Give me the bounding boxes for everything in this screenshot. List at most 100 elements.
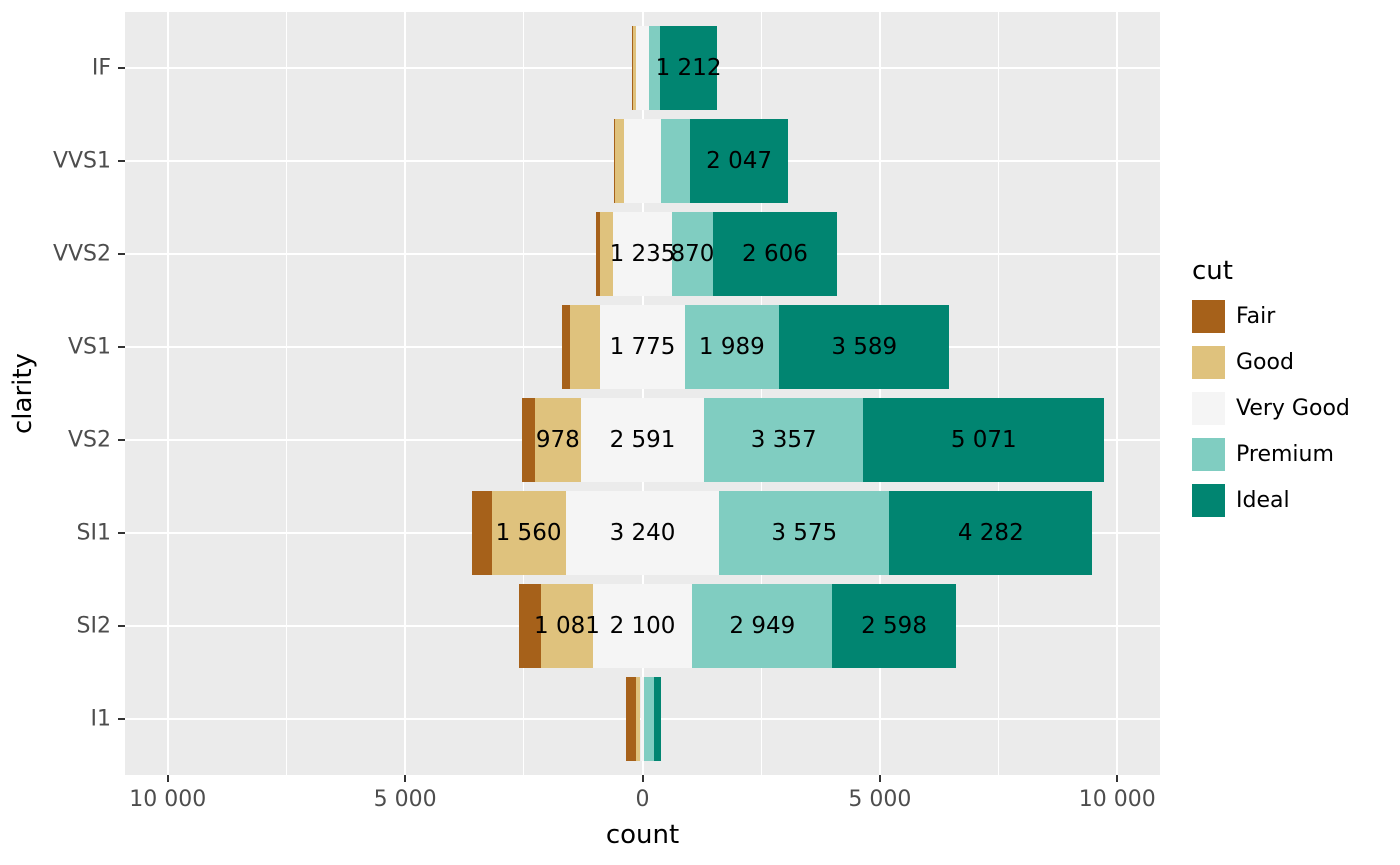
bar-value-label: 4 282 <box>957 520 1024 547</box>
legend-item-label: Premium <box>1236 442 1334 467</box>
legend-item-label: Ideal <box>1236 488 1290 513</box>
x-axis-title: count <box>605 820 680 850</box>
bar-value-label: 2 591 <box>609 427 676 454</box>
bar-segment-very-good <box>600 305 685 389</box>
gridline-minor <box>760 12 762 775</box>
y-axis-tick <box>118 345 125 348</box>
bar-value-label: 978 <box>535 427 580 454</box>
y-tick-label: VS1 <box>67 334 111 360</box>
plot-panel: 1 212 2 047 1 235 870 2 606 1 775 1 989 3 589 97… <box>125 12 1160 775</box>
bar-segment-fair <box>596 212 600 296</box>
y-tick-label: I1 <box>90 706 112 732</box>
x-axis-tick <box>166 775 169 782</box>
bar-segment-premium <box>644 677 655 762</box>
bar-segment-ideal <box>713 212 837 296</box>
bar-value-label: 1 235 <box>609 240 676 267</box>
bar-value-label: 2 949 <box>729 613 796 640</box>
legend-item: Very Good <box>1192 392 1350 425</box>
bar-value-label: 3 240 <box>609 520 676 547</box>
legend-key-swatch <box>1192 438 1225 471</box>
bar-segment-fair <box>625 677 636 762</box>
legend-item-label: Very Good <box>1236 396 1350 421</box>
x-tick-label: 10 000 <box>1078 787 1156 812</box>
x-tick-label: 5 000 <box>848 787 912 812</box>
legend: cut Fair Good Very Good Premium Ideal <box>1192 256 1350 530</box>
legend-item-label: Fair <box>1236 304 1276 329</box>
x-axis-tick <box>1116 775 1119 782</box>
x-axis: 10 000 5 000 0 5 000 10 000 <box>125 775 1160 820</box>
x-axis-tick <box>641 775 644 782</box>
bar-segment-good <box>632 25 637 110</box>
bar-segment-fair <box>561 305 570 389</box>
y-tick-label: VS2 <box>67 427 111 453</box>
legend-items: Fair Good Very Good Premium Ideal <box>1192 300 1350 517</box>
y-axis-tick <box>118 252 125 255</box>
bar-segment-very-good <box>623 119 662 203</box>
x-tick-label: 0 <box>635 787 650 812</box>
gridline-major <box>878 12 881 775</box>
bar-value-label: 2 047 <box>706 147 772 174</box>
gridline-major <box>404 12 407 775</box>
bar-segment-ideal <box>889 491 1093 575</box>
bar-value-label: 3 589 <box>831 333 898 360</box>
bar-value-label: 5 071 <box>950 427 1017 454</box>
bar-value-label: 2 606 <box>742 240 808 267</box>
bar-value-label: 870 <box>670 240 715 267</box>
bar-value-label: 2 598 <box>861 613 927 640</box>
bar-value-label: 1 212 <box>655 54 722 81</box>
y-tick-label: SI2 <box>76 613 111 639</box>
y-axis-tick <box>118 532 125 535</box>
bar-value-label: 1 989 <box>698 333 765 360</box>
gridline-minor <box>523 12 525 775</box>
y-tick-label: SI1 <box>76 520 111 546</box>
bar-segment-good <box>614 119 624 203</box>
bar-segment-premium <box>719 491 890 575</box>
bar-value-label: 1 560 <box>495 520 562 547</box>
y-axis-tick <box>118 625 125 628</box>
gridline-major <box>1116 12 1119 775</box>
bar-segment-fair <box>614 119 615 203</box>
gridline-minor <box>285 12 287 775</box>
bar-segment-premium <box>692 584 833 668</box>
x-axis-tick <box>404 775 407 782</box>
bar-value-label: 1 775 <box>609 333 676 360</box>
bar-segment-good <box>541 584 593 668</box>
bar-segment-fair <box>522 398 535 482</box>
gridline-major <box>641 12 644 775</box>
bar-value-label: 3 357 <box>750 427 817 454</box>
legend-key-swatch <box>1192 300 1225 333</box>
bar-segment-ideal <box>654 677 662 762</box>
y-axis-tick <box>118 159 125 162</box>
bar-segment-good <box>534 398 581 482</box>
bar-segment-very-good <box>613 212 672 296</box>
x-axis-tick <box>878 775 881 782</box>
bar-segment-fair <box>472 491 492 575</box>
bar-segment-premium <box>648 25 660 110</box>
bar-segment-good <box>635 677 641 762</box>
bar-segment-very-good <box>592 584 693 668</box>
bar-segment-premium <box>671 212 714 296</box>
y-axis: IF VVS1 VVS2 VS1 VS2 SI1 SI2 I1 <box>0 12 125 775</box>
bar-segment-good <box>599 212 614 296</box>
bar-segment-very-good <box>580 398 704 482</box>
bar-segment-good <box>569 305 601 389</box>
bar-value-label: 2 100 <box>609 613 676 640</box>
bar-segment-fair <box>519 584 542 668</box>
bar-segment-premium <box>704 398 864 482</box>
y-axis-tick <box>118 439 125 442</box>
bar-value-label: 1 081 <box>534 613 600 640</box>
legend-key-swatch <box>1192 392 1225 425</box>
legend-key-swatch <box>1192 346 1225 379</box>
legend-item: Fair <box>1192 300 1350 333</box>
y-axis-tick <box>118 718 125 721</box>
bar-segment-ideal <box>832 584 956 668</box>
legend-item: Good <box>1192 346 1350 379</box>
bar-segment-very-good <box>565 491 720 575</box>
legend-item-label: Good <box>1236 350 1294 375</box>
legend-item: Ideal <box>1192 484 1350 517</box>
x-tick-label: 5 000 <box>373 787 437 812</box>
legend-key-swatch <box>1192 484 1225 517</box>
bar-segment-fair <box>632 25 633 110</box>
y-tick-label: IF <box>91 55 111 81</box>
